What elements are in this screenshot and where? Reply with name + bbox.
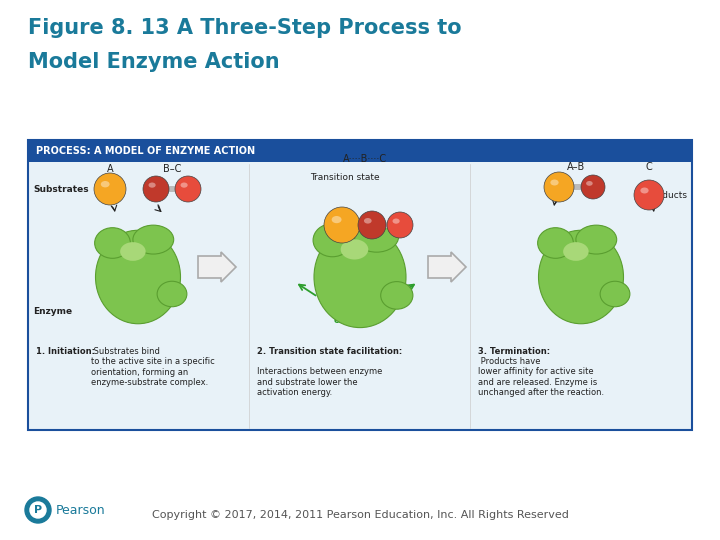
Ellipse shape (181, 183, 188, 188)
Ellipse shape (94, 228, 130, 258)
Ellipse shape (358, 211, 386, 239)
Text: A: A (107, 164, 113, 174)
Text: Products have
lower affinity for active site
and are released. Enzyme is
unchang: Products have lower affinity for active … (478, 357, 604, 397)
Ellipse shape (354, 221, 399, 252)
Text: Figure 8. 13 A Three-Step Process to: Figure 8. 13 A Three-Step Process to (28, 18, 462, 38)
Ellipse shape (314, 226, 406, 328)
Text: Copyright © 2017, 2014, 2011 Pearson Education, Inc. All Rights Reserved: Copyright © 2017, 2014, 2011 Pearson Edu… (152, 510, 568, 520)
Text: 1. Initiation:: 1. Initiation: (36, 347, 95, 356)
Ellipse shape (581, 175, 605, 199)
Bar (372, 222, 400, 228)
Ellipse shape (586, 181, 593, 186)
Text: Transition state: Transition state (310, 172, 379, 181)
Ellipse shape (313, 224, 351, 256)
Text: A····B····C: A····B····C (343, 154, 387, 164)
Text: A–B: A–B (567, 162, 585, 172)
Ellipse shape (101, 181, 109, 187)
Text: P: P (34, 505, 42, 515)
Bar (28, 140, 692, 162)
Text: Interactions between enzyme
and substrate lower the
activation energy.: Interactions between enzyme and substrat… (257, 357, 382, 397)
Text: Enzyme: Enzyme (33, 307, 72, 316)
Circle shape (25, 497, 51, 523)
Ellipse shape (381, 281, 413, 309)
Ellipse shape (544, 172, 574, 202)
Text: Substrates: Substrates (33, 185, 89, 193)
Text: 2. Transition state facilitation:: 2. Transition state facilitation: (257, 347, 402, 356)
Ellipse shape (576, 225, 617, 254)
Text: PROCESS: A MODEL OF ENZYME ACTION: PROCESS: A MODEL OF ENZYME ACTION (36, 146, 255, 156)
Text: C: C (646, 162, 652, 172)
Ellipse shape (538, 228, 573, 258)
Ellipse shape (324, 207, 360, 243)
Ellipse shape (94, 173, 126, 205)
Ellipse shape (175, 176, 201, 202)
Text: Substrates bind
to the active site in a specific
orientation, forming an
enzyme-: Substrates bind to the active site in a … (91, 347, 215, 387)
Text: B–C: B–C (163, 164, 181, 174)
FancyArrow shape (428, 252, 466, 282)
Ellipse shape (387, 212, 413, 238)
Bar (28, 140, 692, 430)
Text: Model Enzyme Action: Model Enzyme Action (28, 52, 279, 72)
Ellipse shape (143, 176, 169, 202)
Ellipse shape (148, 183, 156, 188)
Ellipse shape (634, 180, 664, 210)
Text: Shape
changes: Shape changes (334, 305, 376, 325)
Text: Products: Products (648, 191, 687, 199)
Ellipse shape (133, 225, 174, 254)
Ellipse shape (550, 179, 559, 186)
Text: Pearson: Pearson (56, 503, 106, 516)
Ellipse shape (157, 281, 187, 307)
Text: 3. Termination:: 3. Termination: (478, 347, 550, 356)
Bar (156, 186, 188, 192)
Ellipse shape (96, 230, 181, 324)
Ellipse shape (563, 242, 589, 261)
Ellipse shape (600, 281, 630, 307)
Ellipse shape (364, 218, 372, 224)
Circle shape (30, 502, 46, 518)
Ellipse shape (341, 239, 369, 260)
FancyArrow shape (198, 252, 236, 282)
Ellipse shape (539, 230, 624, 324)
Ellipse shape (392, 219, 400, 224)
Ellipse shape (640, 187, 649, 193)
Ellipse shape (120, 242, 145, 261)
Bar (559, 184, 598, 190)
Ellipse shape (332, 216, 341, 223)
